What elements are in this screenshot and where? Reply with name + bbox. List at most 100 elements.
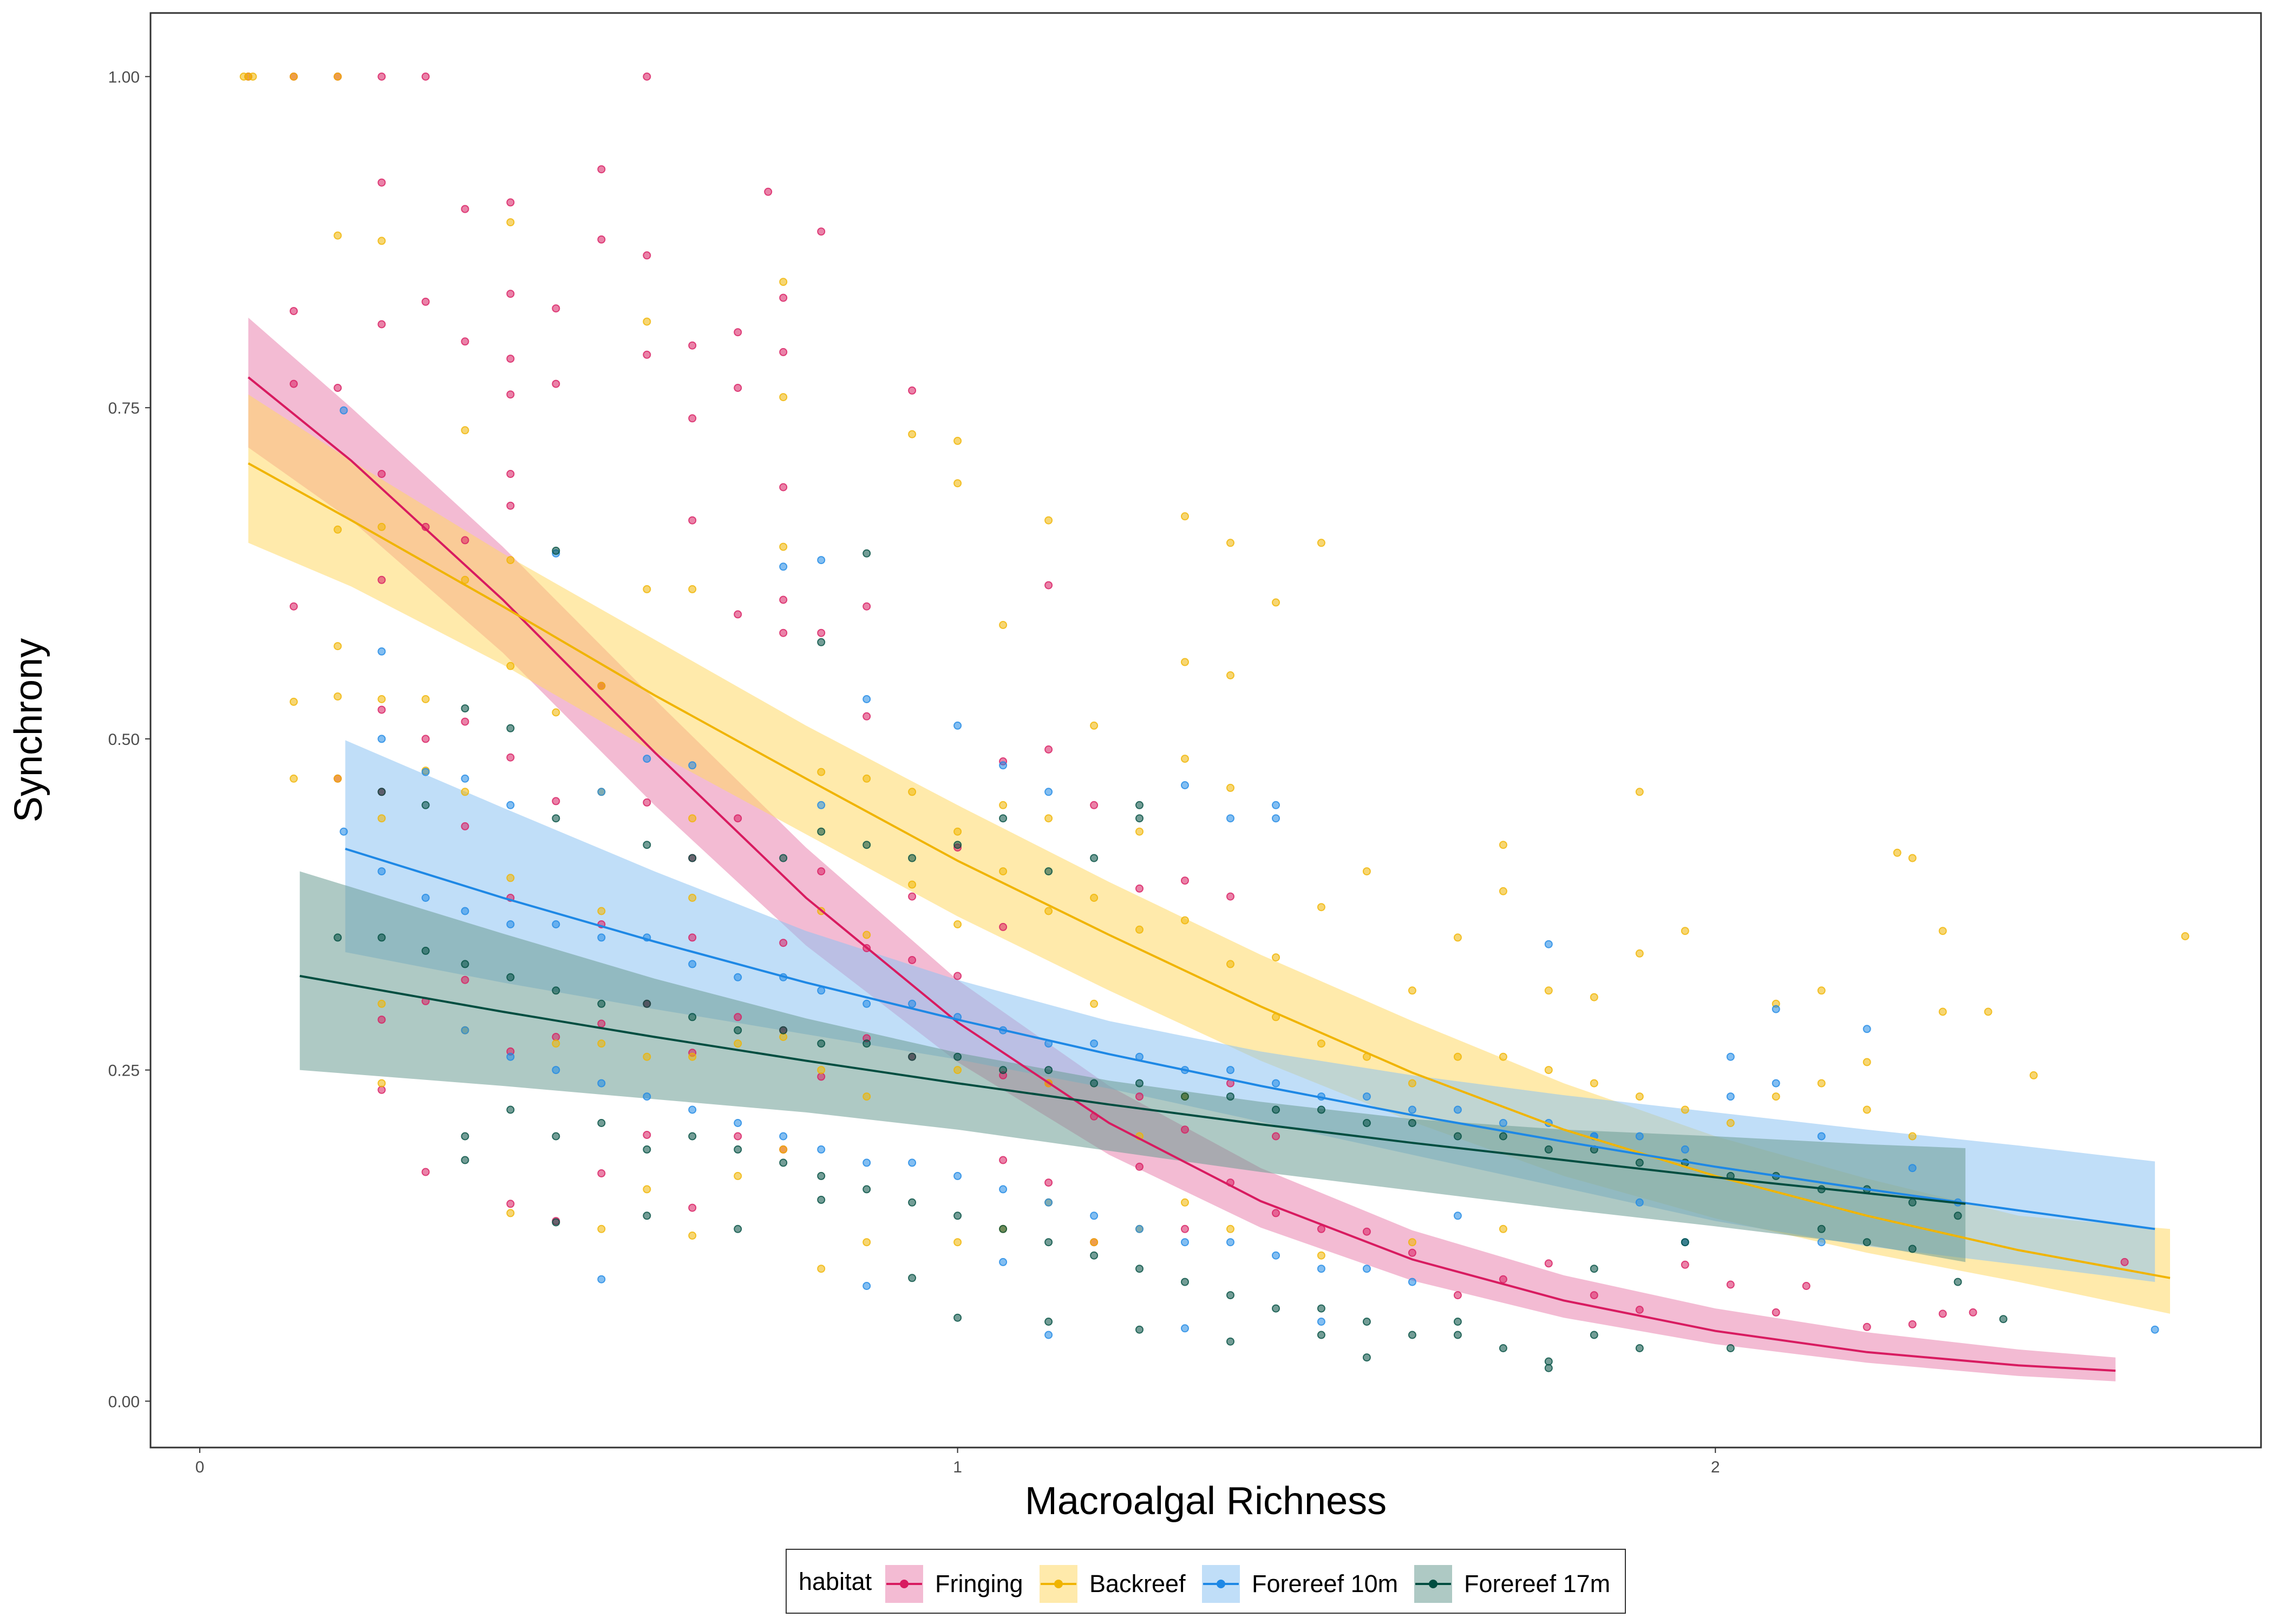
data-point-fringing: [1090, 801, 1099, 809]
data-point-backreef: [377, 522, 386, 531]
data-point-backreef: [999, 801, 1008, 809]
data-point-forereef-17m: [734, 1224, 742, 1233]
data-point-backreef: [643, 1052, 651, 1061]
data-point-backreef: [1226, 960, 1234, 968]
data-point-backreef: [1090, 999, 1099, 1008]
data-point-backreef: [597, 1039, 606, 1048]
data-point-backreef: [1181, 512, 1189, 521]
data-point-forereef-10m: [734, 973, 742, 981]
data-point-fringing: [1969, 1308, 1977, 1317]
data-point-backreef: [953, 436, 962, 445]
data-point-fringing: [1181, 1125, 1189, 1134]
data-point-forereef-10m: [953, 1171, 962, 1180]
data-point-backreef: [1817, 986, 1826, 995]
data-point-backreef: [1453, 933, 1462, 942]
data-point-fringing: [1044, 581, 1053, 590]
data-point-forereef-17m: [552, 986, 560, 995]
data-point-forereef-10m: [552, 920, 560, 928]
data-point-forereef-17m: [1181, 1092, 1189, 1101]
data-point-forereef-10m: [597, 1079, 606, 1088]
data-point-forereef-17m: [908, 854, 917, 862]
data-point-forereef-17m: [461, 1132, 469, 1141]
data-point-forereef-17m: [1408, 1331, 1416, 1339]
data-point-forereef-17m: [1044, 1066, 1053, 1075]
data-point-backreef: [1090, 721, 1099, 730]
data-point-forereef-17m: [953, 1052, 962, 1061]
data-point-backreef: [734, 1171, 742, 1180]
data-point-backreef: [334, 525, 342, 534]
data-point-forereef-17m: [643, 1145, 651, 1154]
data-point-fringing: [1863, 1322, 1871, 1331]
data-point-forereef-10m: [1272, 801, 1280, 809]
data-point-forereef-10m: [1908, 1164, 1917, 1173]
data-point-forereef-10m: [779, 562, 788, 571]
y-tick-label: 0.00: [108, 1393, 140, 1411]
data-point-forereef-10m: [1499, 1119, 1507, 1127]
data-point-fringing: [290, 379, 298, 388]
data-point-backreef: [552, 708, 560, 717]
data-point-backreef: [2029, 1071, 2038, 1079]
data-point-backreef: [552, 1039, 560, 1048]
legend-label-fringing: Fringing: [935, 1570, 1023, 1597]
data-point-forereef-17m: [461, 960, 469, 968]
data-point-forereef-10m: [1044, 1331, 1053, 1339]
data-point-fringing: [953, 972, 962, 980]
data-point-backreef: [1226, 1224, 1234, 1233]
data-point-fringing: [1226, 892, 1234, 901]
data-point-forereef-10m: [339, 827, 348, 836]
data-point-forereef-17m: [421, 946, 430, 955]
data-point-forereef-10m: [643, 755, 651, 763]
data-point-fringing: [461, 337, 469, 346]
data-point-fringing: [1135, 1162, 1143, 1171]
data-point-fringing: [290, 602, 298, 611]
data-point-fringing: [552, 304, 560, 313]
data-point-fringing: [1181, 1224, 1189, 1233]
data-point-fringing: [290, 307, 298, 316]
data-point-forereef-17m: [643, 999, 651, 1008]
data-point-forereef-17m: [1135, 1265, 1143, 1273]
data-point-fringing: [597, 1019, 606, 1028]
data-point-backreef: [779, 1033, 788, 1041]
data-point-fringing: [506, 1200, 515, 1208]
data-point-backreef: [1317, 539, 1325, 547]
data-point-fringing: [779, 628, 788, 637]
data-point-fringing: [1938, 1309, 1947, 1318]
data-point-forereef-10m: [421, 894, 430, 902]
data-point-fringing: [421, 297, 430, 306]
data-point-fringing: [506, 355, 515, 363]
data-point-forereef-10m: [1090, 1039, 1099, 1048]
data-point-fringing: [688, 1203, 697, 1212]
data-point-forereef-17m: [1135, 801, 1143, 809]
data-point-backreef: [1090, 1238, 1099, 1247]
data-point-forereef-17m: [862, 1039, 871, 1048]
fit-line-backreef: [247, 462, 2171, 1279]
data-point-forereef-10m: [1272, 1079, 1280, 1088]
data-point-backreef: [1893, 848, 1901, 857]
confidence-bands: [248, 317, 2170, 1381]
data-point-fringing: [1362, 1227, 1371, 1236]
data-point-forereef-10m: [377, 867, 386, 876]
data-point-forereef-10m: [734, 1119, 742, 1127]
data-point-backreef: [377, 999, 386, 1008]
data-point-backreef: [953, 920, 962, 928]
data-point-forereef-10m: [688, 1105, 697, 1114]
data-point-fringing: [506, 198, 515, 207]
data-point-backreef: [1499, 887, 1507, 895]
data-point-backreef: [1408, 986, 1416, 995]
data-point-backreef: [953, 479, 962, 488]
data-point-fringing: [461, 975, 469, 984]
data-point-forereef-10m: [1090, 1212, 1099, 1220]
y-tick-label: 0.50: [108, 731, 140, 749]
legend-title: habitat: [799, 1568, 872, 1595]
data-point-backreef: [817, 1265, 826, 1273]
data-point-forereef-17m: [597, 999, 606, 1008]
data-point-fringing: [908, 892, 917, 901]
data-point-backreef: [290, 73, 298, 81]
data-point-fringing: [779, 939, 788, 947]
data-point-fringing: [1590, 1291, 1598, 1300]
data-point-fringing: [908, 386, 917, 395]
data-point-forereef-10m: [999, 1185, 1008, 1194]
data-point-backreef: [908, 880, 917, 889]
data-point-forereef-10m: [1681, 1145, 1689, 1154]
data-point-forereef-10m: [862, 695, 871, 703]
